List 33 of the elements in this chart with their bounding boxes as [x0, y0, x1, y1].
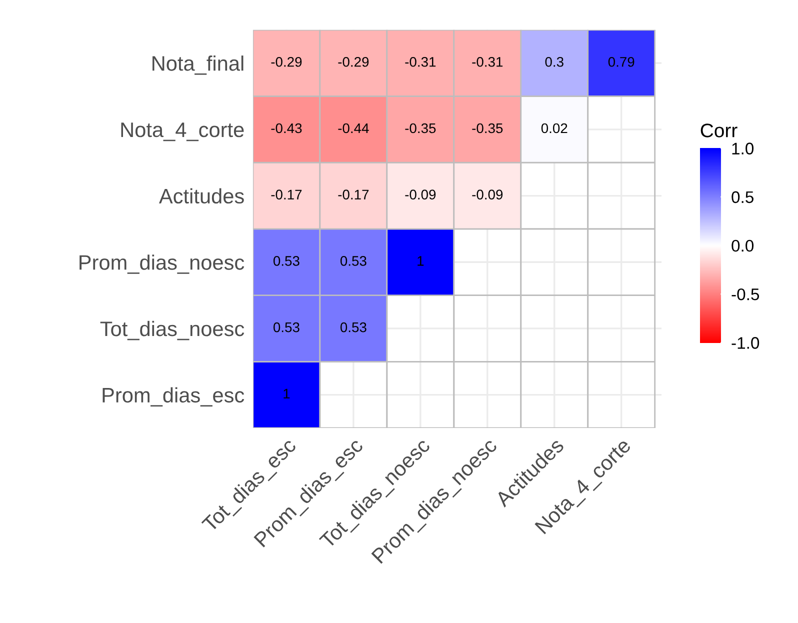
data-label: 0.79 — [608, 56, 634, 67]
y-tick-label: Nota_4_corte — [121, 122, 244, 142]
data-label: -0.17 — [271, 190, 302, 200]
data-label: 1 — [284, 388, 290, 398]
data-label: -0.29 — [271, 56, 302, 67]
data-label: -0.35 — [405, 123, 436, 134]
data-label: -0.44 — [338, 123, 369, 134]
y-tick-label: Tot_dias_noesc — [100, 320, 244, 340]
data-label: 0.53 — [273, 256, 300, 266]
data-label: -0.35 — [472, 123, 503, 134]
data-label: -0.09 — [472, 190, 503, 200]
data-label: 1 — [418, 256, 424, 266]
data-label: 0.53 — [340, 322, 366, 332]
y-tick-label: Prom_dias_esc — [102, 387, 244, 407]
data-label: -0.43 — [271, 123, 302, 134]
data-label: 0.53 — [340, 256, 366, 266]
color-bar-label: -0.5 — [732, 288, 760, 300]
color-bar-label: 0.0 — [732, 240, 754, 252]
data-label: -0.31 — [405, 56, 436, 67]
y-tick-label: Nota_final — [152, 56, 244, 75]
data-label: -0.17 — [338, 190, 369, 200]
color-bar-label: 0.5 — [732, 191, 754, 204]
color-bar-label: 1.0 — [732, 142, 754, 154]
data-label: -0.29 — [338, 56, 369, 67]
y-tick-label: Prom_dias_noesc — [80, 254, 244, 274]
data-label: -0.31 — [472, 56, 503, 67]
data-label: 0.53 — [273, 322, 300, 332]
data-label: -0.09 — [405, 190, 436, 200]
data-label: 0.02 — [541, 123, 568, 134]
color-bar-title: Corr — [700, 124, 738, 138]
color-bar-label: -1.0 — [732, 337, 760, 349]
y-tick-label: Actitudes — [158, 188, 244, 204]
data-label: 0.3 — [545, 56, 564, 67]
